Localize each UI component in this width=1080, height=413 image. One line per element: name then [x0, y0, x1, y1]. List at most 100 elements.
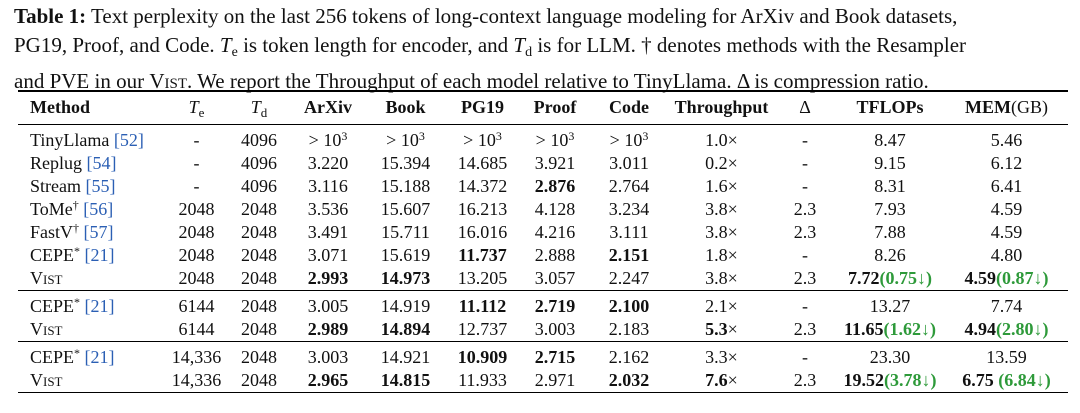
cell-text: 7.93	[874, 198, 906, 219]
cell-text: ToMe	[30, 198, 73, 219]
value-cell: 14.815	[366, 369, 445, 393]
column-header: Book	[366, 91, 445, 124]
value-cell: 7.93	[835, 198, 945, 221]
cell-text: 0.2×	[705, 152, 738, 173]
cell-text: [21]	[84, 244, 115, 265]
value-cell: 6.12	[945, 152, 1068, 175]
value-cell: 15.607	[366, 198, 445, 221]
cell-text: -	[193, 129, 200, 150]
cell-text: 4.94	[964, 318, 997, 339]
cell-text: ×	[727, 318, 738, 339]
cell-text: 2.971	[534, 369, 576, 390]
cell-text: [21]	[84, 295, 115, 316]
cell-text: -	[802, 346, 808, 367]
value-cell: 6.41	[945, 175, 1068, 198]
value-cell: 2048	[165, 244, 228, 267]
value-cell: 2048	[165, 198, 228, 221]
cell-text: 2.162	[608, 346, 650, 367]
value-cell: 7.6×	[668, 369, 775, 393]
cell-text: 3.234	[608, 198, 650, 219]
cell-text: 2.876	[534, 175, 576, 196]
cell-text: 2.3	[793, 221, 817, 242]
value-cell: 7.88	[835, 221, 945, 244]
value-cell: 2.1×	[668, 290, 775, 318]
method-cell: FastV† [57]	[18, 221, 165, 244]
cell-text: T	[188, 97, 199, 118]
cell-text: 15.619	[380, 244, 431, 265]
value-cell: 3.8×	[668, 198, 775, 221]
value-cell: 6144	[165, 318, 228, 342]
value-cell: 3.111	[590, 221, 668, 244]
value-cell: 11.737	[445, 244, 520, 267]
cell-text: 6.12	[990, 152, 1023, 173]
cell-text: 3.8×	[705, 198, 738, 219]
cell-text: (0.75↓)	[879, 267, 933, 288]
value-cell: 3.011	[590, 152, 668, 175]
cell-text: 3.057	[534, 267, 576, 288]
method-cell: TinyLlama [52]	[18, 124, 165, 152]
cell-text: 2.032	[608, 369, 650, 390]
cell-text: T	[250, 97, 261, 118]
caption-text: PG19, Proof, and Code.	[14, 32, 220, 57]
value-cell: -	[165, 124, 228, 152]
caption-line: Table 1: Text perplexity on the last 256…	[14, 2, 1074, 31]
value-cell: 2.3	[775, 369, 835, 393]
cell-text: (3.78↓)	[884, 369, 937, 390]
value-cell: 15.394	[366, 152, 445, 175]
value-cell: 3.003	[290, 341, 366, 369]
method-cell: Vist	[18, 318, 165, 342]
value-cell: 14.894	[366, 318, 445, 342]
cell-text: Proof	[533, 97, 577, 118]
cell-text: 11.112	[458, 295, 507, 316]
cell-text: †	[72, 197, 79, 212]
value-cell: 3.005	[290, 290, 366, 318]
value-cell: 13.205	[445, 267, 520, 291]
column-header: Method	[18, 91, 165, 124]
value-cell: 10.909	[445, 341, 520, 369]
column-header: TFLOPs	[835, 91, 945, 124]
column-header: Te	[165, 91, 228, 124]
value-cell: 4.128	[520, 198, 590, 221]
cell-text: 7.74	[990, 295, 1023, 316]
cell-text: 2048	[241, 221, 277, 242]
cell-text: FastV	[30, 221, 74, 242]
cell-text: TFLOPs	[856, 97, 924, 118]
cell-text: 1.6×	[705, 175, 738, 196]
cell-text: TinyLlama	[30, 129, 114, 150]
value-cell: -	[165, 152, 228, 175]
value-cell: 4.80	[945, 244, 1068, 267]
value-cell: 4.59(0.87↓)	[945, 267, 1068, 291]
cell-text: 2.715	[534, 346, 576, 367]
cell-text: 6144	[178, 295, 215, 316]
value-cell: 14,336	[165, 341, 228, 369]
method-cell: CEPE* [21]	[18, 244, 165, 267]
row-group: TinyLlama [52] -4096 > 103 > 103 > 103 > 103 >…	[18, 124, 1068, 290]
cell-text: †	[73, 220, 80, 235]
cell-text: 2048	[178, 198, 215, 219]
value-cell: 8.31	[835, 175, 945, 198]
cell-text: 3.220	[307, 152, 349, 173]
value-cell: 6.75 (6.84↓)	[945, 369, 1068, 393]
value-cell: 3.921	[520, 152, 590, 175]
value-cell: 4.59	[945, 198, 1068, 221]
value-cell: 2.247	[590, 267, 668, 291]
cell-text: CEPE	[30, 244, 75, 265]
cell-text: 2.3	[793, 198, 817, 219]
table-header: Method Te Td ArXiv Book PG19 Proof Code Throughp…	[18, 91, 1068, 124]
caption-text: Text perplexity on the last 256 tokens o…	[86, 4, 958, 28]
cell-text: 3.921	[534, 152, 576, 173]
cell-text: 3.3×	[705, 346, 738, 367]
column-header: Throughput	[668, 91, 775, 124]
cell-text: 4096	[241, 175, 277, 196]
value-cell: 14.685	[445, 152, 520, 175]
value-cell: 2048	[228, 341, 290, 369]
cell-text: 11.933	[458, 369, 507, 390]
cell-text: 14.372	[457, 175, 508, 196]
cell-text: 14.894	[380, 318, 431, 339]
cell-text: -	[802, 129, 808, 150]
cell-text: 16.016	[457, 221, 508, 242]
cell-text: PG19	[461, 97, 504, 118]
method-cell: CEPE* [21]	[18, 290, 165, 318]
cell-text: 11.65	[843, 318, 884, 339]
cell-text: CEPE	[30, 295, 75, 316]
